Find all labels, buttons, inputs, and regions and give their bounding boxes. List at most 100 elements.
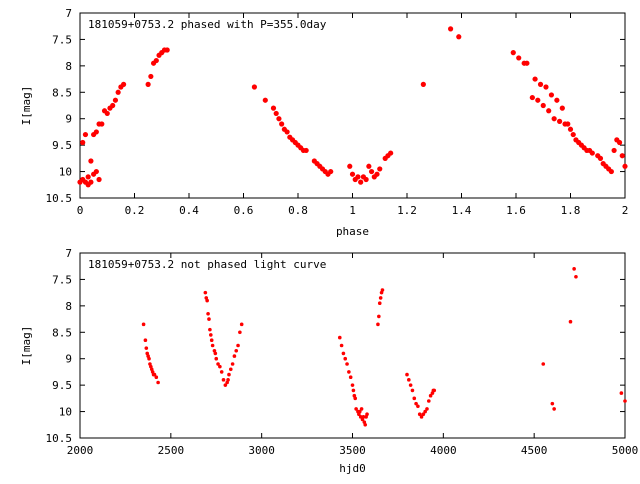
data-point <box>99 121 105 127</box>
y-tick-label: 7.5 <box>52 273 72 286</box>
data-point <box>368 168 375 175</box>
data-point <box>218 364 222 369</box>
data-point <box>559 105 565 111</box>
data-point <box>597 155 604 161</box>
data-point <box>405 372 409 377</box>
data-point <box>570 131 576 138</box>
data-point <box>516 55 522 61</box>
data-point <box>448 26 454 32</box>
data-point <box>358 179 364 185</box>
data-point <box>388 150 394 156</box>
chart-title: 181059+0753.2 not phased light curve <box>88 258 326 271</box>
data-point <box>348 375 353 380</box>
data-point <box>416 404 420 409</box>
y-tick-label: 9 <box>65 353 72 366</box>
data-point <box>223 383 228 387</box>
data-point <box>251 84 257 90</box>
data-point <box>206 311 210 316</box>
x-tick-label: 4500 <box>521 444 548 457</box>
data-point <box>420 81 426 87</box>
data-point <box>104 110 110 117</box>
data-point <box>357 409 362 414</box>
data-point <box>343 356 348 361</box>
y-tick-label: 9.5 <box>52 139 72 152</box>
x-tick-label: 3500 <box>339 444 366 457</box>
data-point <box>239 322 244 327</box>
data-point <box>153 57 159 64</box>
data-point <box>203 290 208 295</box>
data-point <box>419 415 424 419</box>
data-point <box>337 335 342 340</box>
data-point <box>376 322 380 327</box>
data-point <box>408 383 413 387</box>
data-point <box>227 372 231 377</box>
data-point <box>347 370 351 374</box>
data-point <box>276 116 282 122</box>
data-point <box>365 412 369 417</box>
data-point <box>148 73 154 80</box>
data-point <box>147 356 151 361</box>
data-point <box>230 362 235 366</box>
y-tick-label: 10.5 <box>46 432 73 445</box>
data-point <box>623 399 627 403</box>
data-point <box>619 391 624 395</box>
data-point <box>354 407 358 411</box>
data-point <box>88 179 94 185</box>
data-point <box>228 367 233 372</box>
data-point <box>552 407 556 411</box>
data-point <box>532 76 538 82</box>
data-point <box>574 274 578 279</box>
data-point <box>377 314 381 319</box>
data-point <box>351 388 356 393</box>
data-point <box>428 393 433 398</box>
data-point <box>152 372 157 377</box>
data-point <box>619 153 625 159</box>
data-point <box>145 81 151 87</box>
data-point <box>359 407 364 411</box>
data-point <box>554 97 560 103</box>
data-point <box>546 108 552 114</box>
data-point <box>82 131 89 138</box>
y-tick-label: 10.5 <box>46 192 73 205</box>
x-axis-label: hjd0 <box>339 462 366 475</box>
data-point <box>93 168 99 175</box>
y-tick-label: 10 <box>59 406 72 419</box>
data-point <box>284 129 290 135</box>
chart-panel-2: 2000 2500 3000 3500 4000 4500 5000 7 7.5 8 8.5 9 9.5… <box>20 247 638 475</box>
data-point <box>550 401 555 406</box>
data-point <box>221 378 226 382</box>
data-point <box>557 118 563 124</box>
x-tick-label: 0.8 <box>288 204 308 217</box>
series-1 <box>141 267 627 427</box>
data-point <box>423 409 427 414</box>
data-point <box>353 396 358 401</box>
data-point <box>616 139 623 146</box>
x-tick-label: 0.4 <box>179 204 199 217</box>
data-point <box>377 301 382 306</box>
y-tick-label: 8 <box>65 300 72 313</box>
x-tick-label: 0.2 <box>125 204 145 217</box>
data-point <box>410 388 415 393</box>
x-tick-label: 2000 <box>67 444 94 457</box>
data-point <box>355 174 361 180</box>
data-point <box>568 319 573 324</box>
data-point <box>216 362 220 366</box>
data-point <box>234 348 239 353</box>
data-point <box>608 168 614 175</box>
data-point <box>378 296 383 300</box>
series-1 <box>77 26 628 188</box>
data-point <box>156 380 160 385</box>
x-tick-label: 1.2 <box>397 204 417 217</box>
data-point <box>540 102 546 109</box>
x-tick-label: 4000 <box>430 444 457 457</box>
data-point <box>205 298 209 303</box>
data-point <box>572 267 576 271</box>
data-point <box>141 322 146 327</box>
data-point <box>226 378 230 382</box>
data-point <box>407 378 411 382</box>
data-point <box>210 343 215 348</box>
y-tick-label: 9.5 <box>52 379 72 392</box>
data-point <box>567 126 574 132</box>
data-point <box>345 362 349 366</box>
